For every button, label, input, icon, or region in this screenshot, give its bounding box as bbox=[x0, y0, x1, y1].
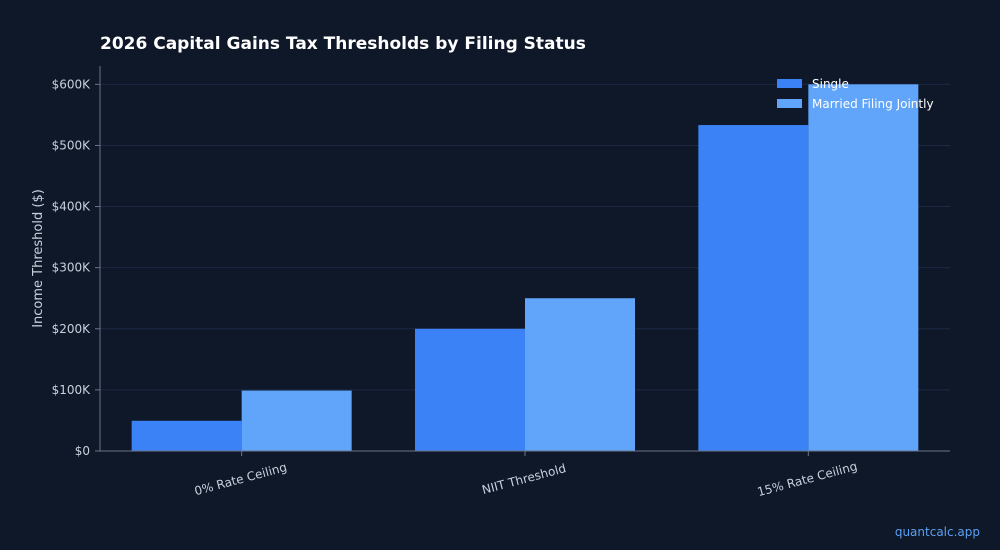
bar-single-0 bbox=[131, 420, 242, 451]
x-tick-label: NIIT Threshold bbox=[480, 461, 567, 497]
x-ticks: 0% Rate Ceiling NIIT Threshold 15% Rate Ce… bbox=[193, 451, 859, 499]
y-tick-label: $0 bbox=[75, 444, 90, 458]
y-tick-label: $300K bbox=[52, 261, 92, 275]
y-tick-label: $100K bbox=[52, 383, 92, 397]
x-tick-label: 15% Rate Ceiling bbox=[756, 459, 859, 499]
bar-single-1 bbox=[415, 328, 525, 451]
y-tick-label: $200K bbox=[52, 322, 92, 336]
legend-label-single: Single bbox=[812, 77, 849, 91]
bar-married-filing-jointly-1 bbox=[525, 298, 635, 451]
y-ticks: $0 $100K $200K $300K $400K $500K $600K bbox=[52, 77, 100, 458]
legend-swatch-married-filing-jointly bbox=[777, 99, 802, 108]
y-tick-label: $600K bbox=[52, 77, 92, 91]
legend-label-married-filing-jointly: Married Filing Jointly bbox=[812, 97, 934, 111]
y-tick-label: $500K bbox=[52, 138, 92, 152]
bars bbox=[131, 84, 919, 452]
bar-single-2 bbox=[698, 125, 809, 452]
chart-title: 2026 Capital Gains Tax Thresholds by Fil… bbox=[100, 34, 586, 54]
x-tick-label: 0% Rate Ceiling bbox=[193, 460, 289, 498]
legend-swatch-single bbox=[777, 79, 802, 88]
legend: Single Married Filing Jointly bbox=[777, 77, 934, 111]
bar-married-filing-jointly-0 bbox=[241, 390, 352, 451]
watermark: quantcalc.app bbox=[894, 525, 980, 539]
y-tick-label: $400K bbox=[52, 200, 92, 214]
y-axis-label: Income Threshold ($) bbox=[31, 189, 46, 328]
bar-married-filing-jointly-2 bbox=[808, 84, 919, 451]
